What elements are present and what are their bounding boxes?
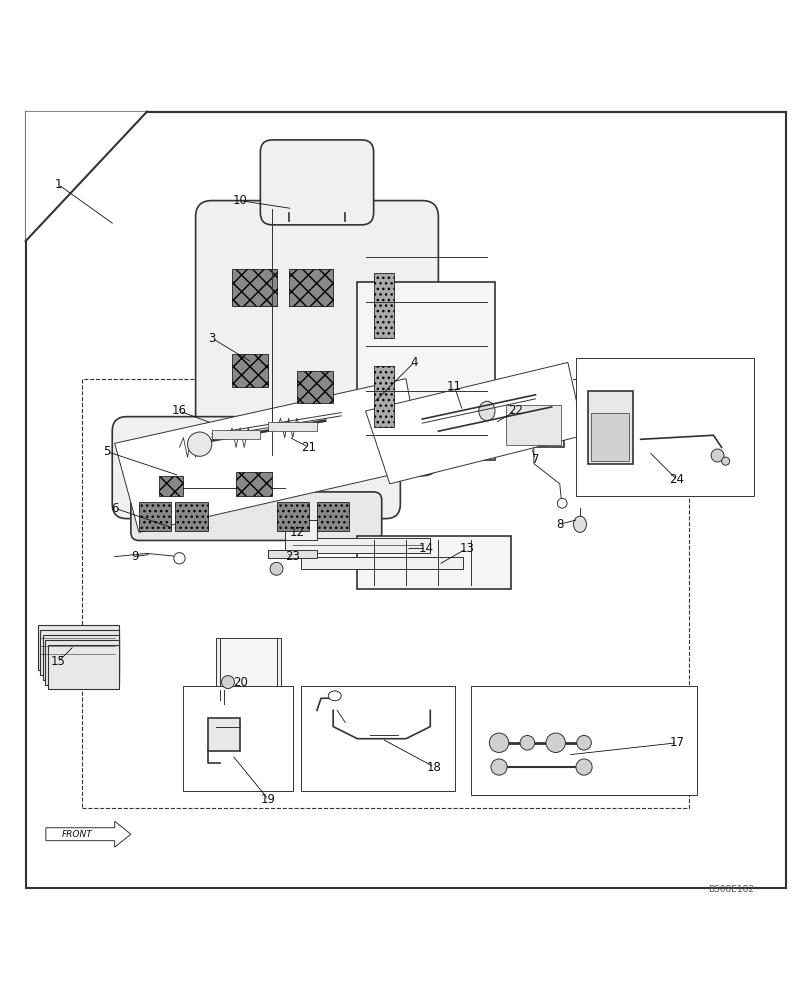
Bar — [82, 379, 689, 808]
Bar — [45, 640, 118, 685]
Ellipse shape — [710, 449, 723, 462]
Bar — [285, 520, 316, 540]
Ellipse shape — [556, 498, 566, 508]
Bar — [300, 557, 462, 569]
Ellipse shape — [575, 759, 591, 775]
Bar — [268, 422, 316, 431]
Bar — [590, 413, 629, 461]
Bar — [277, 502, 308, 531]
Bar — [296, 371, 333, 403]
Text: 18: 18 — [427, 761, 441, 774]
Text: 14: 14 — [418, 542, 433, 555]
Polygon shape — [365, 362, 583, 484]
Bar — [288, 269, 333, 306]
Ellipse shape — [221, 676, 234, 689]
Text: 20: 20 — [233, 676, 247, 689]
Ellipse shape — [489, 733, 508, 752]
Text: 4: 4 — [410, 356, 418, 369]
Bar — [373, 273, 393, 338]
Ellipse shape — [478, 401, 495, 421]
FancyBboxPatch shape — [131, 492, 381, 540]
Bar — [183, 686, 292, 791]
Bar — [175, 502, 208, 531]
Text: 10: 10 — [233, 194, 247, 207]
Text: 12: 12 — [289, 526, 304, 539]
Polygon shape — [114, 379, 422, 532]
Text: 1: 1 — [54, 178, 62, 191]
Bar — [285, 538, 430, 553]
Bar — [48, 645, 118, 689]
Bar — [159, 476, 183, 496]
Text: 11: 11 — [447, 380, 461, 393]
Text: 13: 13 — [459, 542, 474, 555]
Bar — [575, 358, 753, 496]
FancyBboxPatch shape — [260, 140, 373, 225]
Bar — [208, 718, 240, 751]
Bar — [236, 472, 272, 496]
Bar — [505, 405, 560, 445]
Text: 19: 19 — [260, 793, 276, 806]
Bar — [232, 354, 268, 387]
Ellipse shape — [576, 735, 590, 750]
Text: 21: 21 — [301, 441, 316, 454]
Ellipse shape — [491, 759, 507, 775]
FancyBboxPatch shape — [195, 201, 438, 476]
Bar — [503, 403, 563, 447]
Ellipse shape — [520, 735, 534, 750]
Text: 3: 3 — [208, 332, 215, 345]
Polygon shape — [46, 821, 131, 847]
Bar — [316, 502, 349, 531]
Text: FRONT: FRONT — [61, 830, 92, 839]
Ellipse shape — [187, 432, 212, 456]
Bar — [357, 536, 511, 589]
Ellipse shape — [270, 562, 283, 575]
FancyBboxPatch shape — [112, 417, 400, 519]
Text: 15: 15 — [50, 655, 66, 668]
Ellipse shape — [328, 691, 341, 701]
Text: BS08E182: BS08E182 — [707, 885, 753, 894]
Bar — [216, 638, 281, 690]
Bar — [268, 550, 316, 558]
Ellipse shape — [545, 733, 564, 752]
Bar — [373, 366, 393, 427]
Text: 23: 23 — [285, 550, 300, 563]
Text: 24: 24 — [669, 473, 684, 486]
Text: 6: 6 — [111, 502, 118, 515]
Bar — [38, 625, 118, 670]
Bar — [587, 391, 632, 464]
Text: 22: 22 — [507, 404, 522, 417]
Text: 16: 16 — [172, 404, 187, 417]
Polygon shape — [26, 112, 147, 241]
Bar — [300, 686, 454, 791]
Ellipse shape — [721, 457, 729, 465]
Bar — [41, 630, 118, 675]
Bar — [470, 686, 697, 795]
Bar — [139, 502, 171, 531]
Bar — [43, 635, 118, 680]
Text: 7: 7 — [531, 453, 539, 466]
Text: 8: 8 — [556, 518, 563, 531]
Text: 9: 9 — [131, 550, 139, 563]
Text: 5: 5 — [103, 445, 110, 458]
Ellipse shape — [573, 516, 586, 532]
Bar — [232, 269, 277, 306]
Bar — [212, 430, 260, 439]
Bar — [220, 638, 277, 698]
Bar — [357, 282, 495, 460]
Ellipse shape — [174, 553, 185, 564]
Text: 17: 17 — [669, 736, 684, 749]
